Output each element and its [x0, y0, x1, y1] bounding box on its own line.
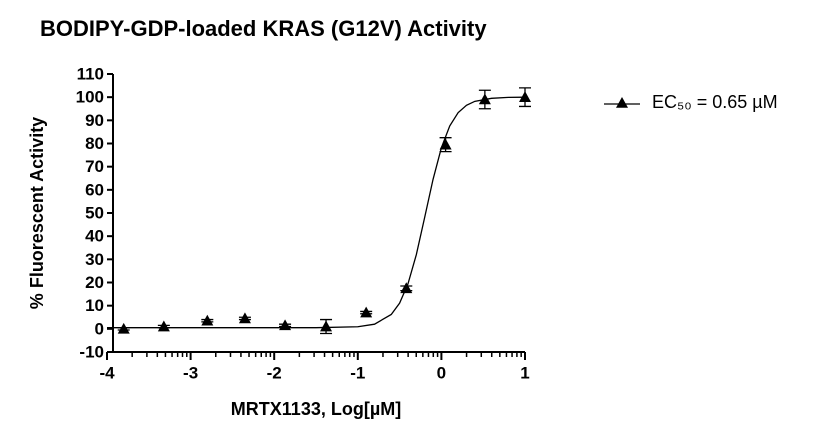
- legend-label: EC₅₀ = 0.65 µM: [652, 92, 778, 112]
- y-tick-label: -10: [79, 342, 104, 361]
- x-tick-label: -1: [350, 363, 365, 382]
- y-tick-label: 60: [85, 180, 104, 199]
- y-tick-label: 0: [95, 319, 104, 338]
- legend-marker: [616, 97, 628, 108]
- y-tick-label: 50: [85, 203, 104, 222]
- y-tick-label: 20: [85, 273, 104, 292]
- data-point: [279, 319, 292, 331]
- data-point: [201, 314, 214, 326]
- data-point: [157, 320, 170, 332]
- data-point: [117, 322, 130, 334]
- data-point: [519, 91, 531, 102]
- data-point: [238, 312, 251, 324]
- y-tick-label: 110: [77, 64, 104, 83]
- y-tick-label: 100: [76, 88, 104, 107]
- data-point: [360, 306, 373, 318]
- y-tick-label: 70: [85, 157, 104, 176]
- data-point: [478, 93, 491, 105]
- x-tick-label: -4: [99, 363, 115, 382]
- data-point: [320, 320, 333, 332]
- data-point: [439, 138, 452, 150]
- x-axis-label: MRTX1133, Log[µM]: [231, 399, 401, 419]
- y-tick-label: 80: [85, 134, 104, 153]
- y-axis-label: % Fluorescent Activity: [27, 117, 47, 309]
- chart-title: BODIPY-GDP-loaded KRAS (G12V) Activity: [40, 16, 487, 41]
- y-tick-label: 40: [85, 227, 104, 246]
- x-tick-label: -3: [183, 363, 198, 382]
- y-tick-label: 10: [85, 296, 104, 315]
- fit-curve: [107, 96, 526, 329]
- data-point: [400, 282, 413, 294]
- x-tick-label: 0: [437, 363, 446, 382]
- x-tick-label: 1: [520, 363, 529, 382]
- y-tick-label: 90: [85, 111, 104, 130]
- x-tick-label: -2: [267, 363, 282, 382]
- y-tick-label: 30: [85, 250, 104, 269]
